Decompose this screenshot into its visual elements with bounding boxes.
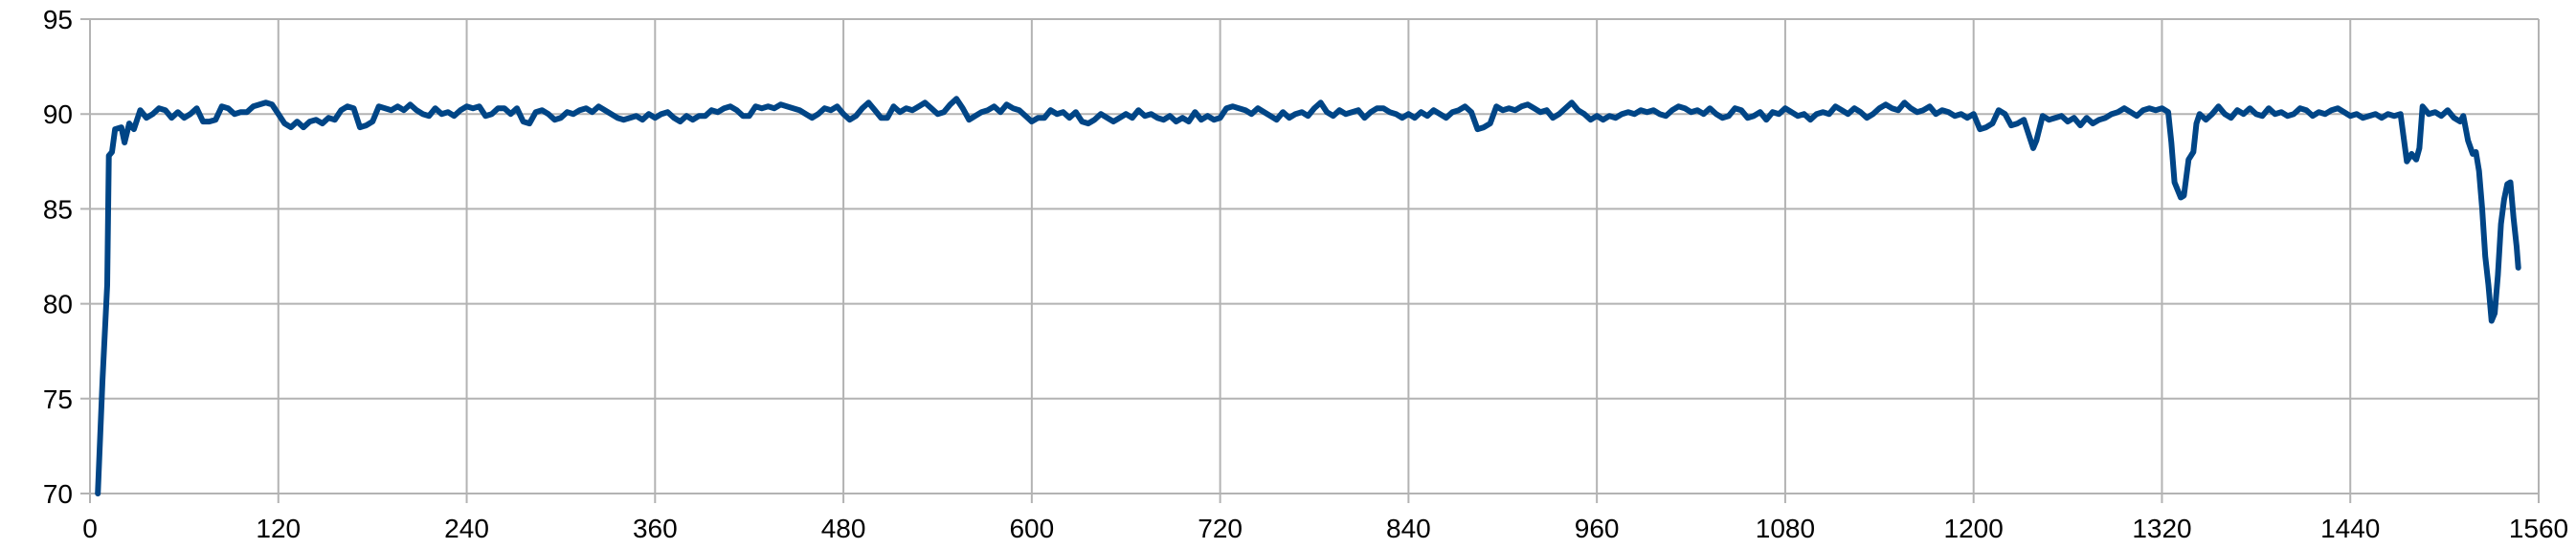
x-tick-label: 1440 <box>2320 514 2380 543</box>
x-tick-label: 960 <box>1575 514 1620 543</box>
x-axis-tick-labels: 0 120 240 360 480 600 720 840 960 1080 1200 1320 144… <box>82 514 2568 543</box>
x-tick-label: 480 <box>821 514 866 543</box>
series-line <box>95 96 2521 496</box>
x-tick-label: 360 <box>633 514 678 543</box>
x-tick-label: 1560 <box>2509 514 2568 543</box>
x-tick-label: 1320 <box>2132 514 2191 543</box>
x-tick-label: 1200 <box>1944 514 2004 543</box>
y-tick-label: 95 <box>43 5 73 34</box>
y-tick-label: 75 <box>43 384 73 414</box>
x-tick-label: 840 <box>1386 514 1431 543</box>
x-tick-label: 0 <box>82 514 98 543</box>
y-tick-label: 90 <box>43 99 73 129</box>
y-tick-label: 80 <box>43 290 73 319</box>
x-tick-label: 120 <box>256 514 301 543</box>
x-tick-label: 600 <box>1009 514 1054 543</box>
chart-grid <box>80 18 2540 503</box>
x-tick-label: 720 <box>1198 514 1243 543</box>
y-tick-label: 85 <box>43 194 73 224</box>
x-tick-label: 240 <box>444 514 489 543</box>
y-tick-label: 70 <box>43 479 73 509</box>
x-tick-label: 1080 <box>1756 514 1815 543</box>
y-axis-tick-labels: 70 75 80 85 90 95 <box>43 5 73 509</box>
